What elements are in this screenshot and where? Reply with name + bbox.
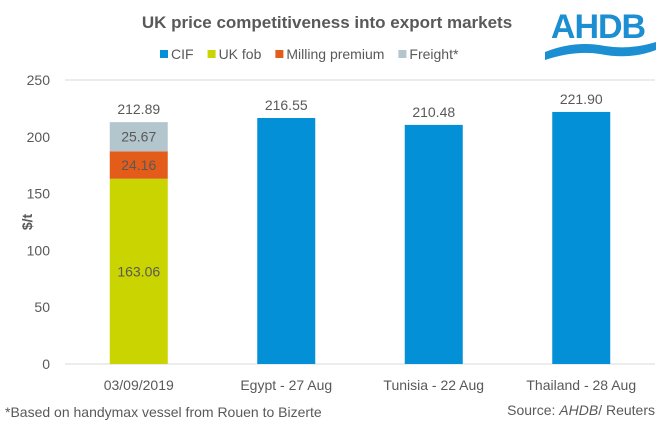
bar-cif [257, 117, 316, 364]
x-tick-label: 03/09/2019 [104, 377, 174, 393]
y-tick-label: 250 [27, 72, 51, 88]
data-label: 163.06 [117, 263, 160, 279]
bar-uk-fob [109, 178, 168, 364]
legend-label: CIF [171, 46, 194, 62]
x-tick-label: Egypt - 27 Aug [240, 377, 332, 393]
source-ahdb: AHDB [558, 402, 598, 418]
bar-cif [552, 111, 611, 364]
y-tick-label: 200 [27, 129, 51, 145]
chart-title: UK price competitiveness into export mar… [142, 13, 512, 32]
legend-label: UK fob [219, 46, 262, 62]
legend-swatch [207, 50, 216, 58]
y-tick-label: 100 [27, 242, 51, 258]
legend-swatch [275, 50, 284, 58]
data-label: 25.67 [121, 129, 156, 145]
source-note: Source: AHDB/ Reuters [507, 402, 655, 418]
data-label: 24.16 [121, 157, 156, 173]
data-label: 210.48 [412, 104, 455, 120]
bar-freight [109, 122, 168, 152]
x-tick-label: Thailand - 28 Aug [526, 377, 636, 393]
ahdb-logo: AHDB [545, 8, 656, 60]
logo-wave-icon [545, 42, 656, 60]
x-tick-label: Tunisia - 22 Aug [383, 377, 484, 393]
total-label: 212.89 [117, 101, 160, 117]
data-label: 221.90 [560, 91, 603, 107]
y-axis-label: $/t [19, 213, 35, 230]
bar-cif [404, 124, 463, 365]
footnote: *Based on handymax vessel from Rouen to … [5, 404, 322, 420]
data-label: 216.55 [265, 97, 308, 113]
legend-label: Freight* [409, 46, 459, 62]
logo-text: AHDB [551, 8, 646, 46]
source-prefix: Source: [507, 402, 559, 418]
legend-label: Milling premium [286, 46, 384, 62]
y-tick-label: 150 [27, 186, 51, 202]
source-suffix: / Reuters [598, 402, 655, 418]
bar-milling-premium [109, 151, 168, 179]
legend: CIF UK fob Milling premium Freight* [160, 46, 459, 62]
legend-swatch [160, 50, 168, 58]
y-tick-label: 50 [34, 299, 50, 315]
legend-swatch [398, 50, 407, 58]
y-tick-label: 0 [42, 356, 50, 372]
